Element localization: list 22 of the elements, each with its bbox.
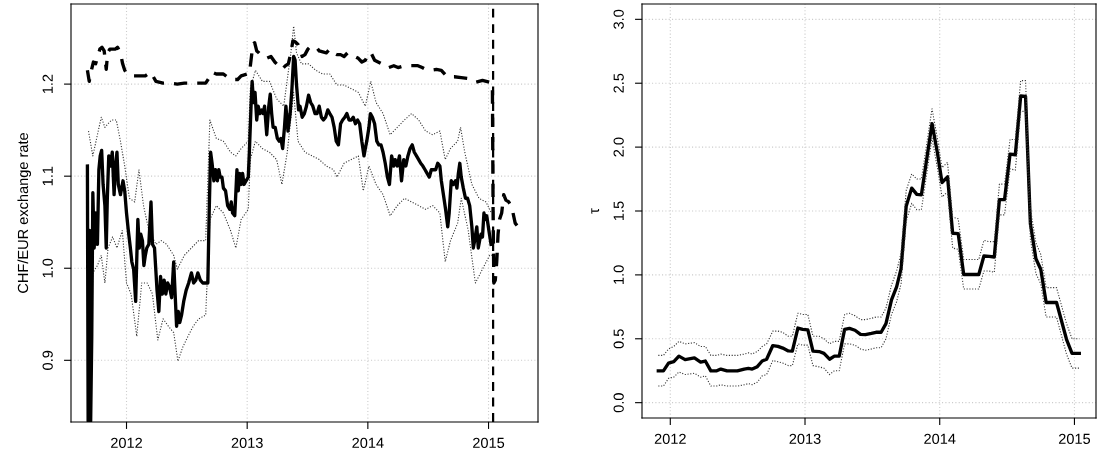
y-tick-label: 1.0	[42, 258, 53, 278]
y-tick-label: 1.5	[613, 201, 624, 221]
x-tick-label: 2012	[654, 433, 686, 444]
y-axis-title: τ	[591, 208, 600, 214]
line-series	[87, 25, 492, 270]
y-tick-label: 0.5	[613, 329, 624, 349]
y-tick-label: 2.0	[613, 137, 624, 157]
x-tick-label: 2014	[352, 437, 384, 448]
x-tick-label: 2012	[111, 437, 142, 448]
x-tick-label: 2013	[789, 433, 821, 444]
y-tick-label: 1.0	[613, 265, 624, 284]
x-tick-label: 2015	[473, 437, 505, 448]
y-tick-label: 2.5	[613, 73, 624, 93]
y-tick-label: 0.9	[42, 350, 53, 370]
y-tick-label: 1.1	[42, 166, 53, 186]
x-tick-label: 2014	[924, 433, 956, 444]
y-tick-label: 0.0	[613, 393, 624, 413]
y-tick-label: 3.0	[613, 9, 624, 29]
y-axis-title: CHF/EUR exchange rate	[17, 133, 32, 293]
x-tick-label: 2013	[231, 437, 263, 448]
y-tick-label: 1.2	[42, 74, 53, 94]
x-tick-label: 2015	[1058, 433, 1091, 444]
